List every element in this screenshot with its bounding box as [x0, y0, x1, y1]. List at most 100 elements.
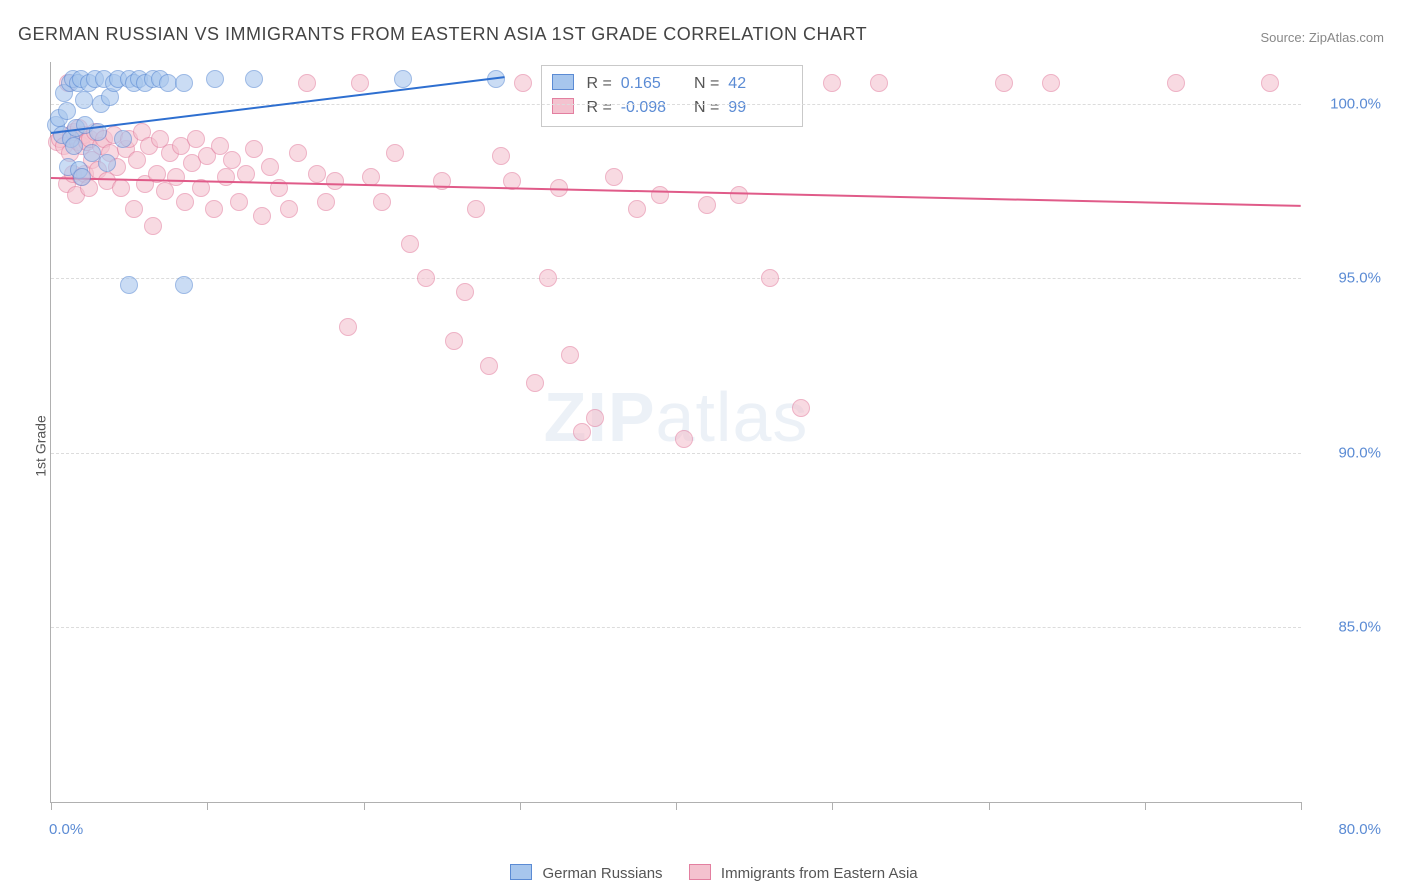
scatter-point-immigrants_eastern_asia [144, 217, 162, 235]
chart-title: GERMAN RUSSIAN VS IMMIGRANTS FROM EASTER… [18, 24, 867, 45]
scatter-point-german_russians [175, 74, 193, 92]
source-link[interactable]: ZipAtlas.com [1309, 30, 1384, 45]
scatter-point-immigrants_eastern_asia [125, 200, 143, 218]
gridline-h [51, 453, 1301, 454]
scatter-point-immigrants_eastern_asia [289, 144, 307, 162]
scatter-point-immigrants_eastern_asia [326, 172, 344, 190]
scatter-point-german_russians [98, 154, 116, 172]
xtick [520, 802, 521, 810]
scatter-point-immigrants_eastern_asia [467, 200, 485, 218]
scatter-point-immigrants_eastern_asia [128, 151, 146, 169]
scatter-point-immigrants_eastern_asia [761, 269, 779, 287]
scatter-point-immigrants_eastern_asia [1167, 74, 1185, 92]
scatter-point-immigrants_eastern_asia [187, 130, 205, 148]
legend-bottom-label-0: German Russians [543, 865, 663, 882]
scatter-point-german_russians [58, 102, 76, 120]
legend-bottom: German Russians Immigrants from Eastern … [0, 864, 1406, 882]
scatter-point-immigrants_eastern_asia [456, 283, 474, 301]
scatter-point-immigrants_eastern_asia [1261, 74, 1279, 92]
xtick [989, 802, 990, 810]
scatter-point-immigrants_eastern_asia [730, 186, 748, 204]
correlation-legend: R = 0.165 N = 42 R = -0.098 N = 99 [541, 65, 803, 127]
ytick-label: 90.0% [1311, 444, 1381, 461]
plot-area: ZIPatlas R = 0.165 N = 42 R = -0.098 N =… [50, 62, 1301, 803]
ytick-label: 85.0% [1311, 619, 1381, 636]
legend-swatch-0 [552, 74, 574, 90]
scatter-point-immigrants_eastern_asia [561, 346, 579, 364]
scatter-point-immigrants_eastern_asia [514, 74, 532, 92]
scatter-point-immigrants_eastern_asia [245, 140, 263, 158]
scatter-point-immigrants_eastern_asia [176, 193, 194, 211]
scatter-point-german_russians [75, 91, 93, 109]
xtick [832, 802, 833, 810]
legend-R-label: R = [586, 75, 616, 92]
scatter-point-immigrants_eastern_asia [628, 200, 646, 218]
scatter-point-immigrants_eastern_asia [401, 235, 419, 253]
scatter-point-german_russians [73, 168, 91, 186]
scatter-point-german_russians [65, 137, 83, 155]
gridline-h [51, 627, 1301, 628]
xtick [676, 802, 677, 810]
scatter-point-immigrants_eastern_asia [1042, 74, 1060, 92]
xtick [364, 802, 365, 810]
scatter-point-immigrants_eastern_asia [417, 269, 435, 287]
legend-R-label: R = [586, 99, 616, 116]
scatter-point-immigrants_eastern_asia [230, 193, 248, 211]
scatter-point-immigrants_eastern_asia [298, 74, 316, 92]
scatter-point-immigrants_eastern_asia [280, 200, 298, 218]
legend-N-0: 42 [728, 72, 788, 96]
scatter-point-immigrants_eastern_asia [205, 200, 223, 218]
watermark: ZIPatlas [544, 377, 809, 457]
scatter-point-immigrants_eastern_asia [586, 409, 604, 427]
scatter-point-immigrants_eastern_asia [261, 158, 279, 176]
scatter-point-immigrants_eastern_asia [675, 430, 693, 448]
legend-bottom-label-1: Immigrants from Eastern Asia [721, 865, 918, 882]
ytick-label: 100.0% [1311, 95, 1381, 112]
scatter-point-german_russians [394, 70, 412, 88]
scatter-point-immigrants_eastern_asia [605, 168, 623, 186]
ytick-label: 95.0% [1311, 270, 1381, 287]
xlabel-start: 0.0% [49, 821, 83, 838]
scatter-point-immigrants_eastern_asia [995, 74, 1013, 92]
scatter-point-immigrants_eastern_asia [317, 193, 335, 211]
scatter-point-immigrants_eastern_asia [480, 357, 498, 375]
scatter-point-immigrants_eastern_asia [167, 168, 185, 186]
legend-N-label: N = [694, 75, 724, 92]
scatter-point-immigrants_eastern_asia [573, 423, 591, 441]
scatter-point-immigrants_eastern_asia [539, 269, 557, 287]
legend-R-0: 0.165 [621, 72, 681, 96]
legend-row-series-0: R = 0.165 N = 42 [552, 72, 788, 96]
scatter-point-immigrants_eastern_asia [386, 144, 404, 162]
scatter-point-immigrants_eastern_asia [698, 196, 716, 214]
gridline-h [51, 278, 1301, 279]
scatter-point-immigrants_eastern_asia [823, 74, 841, 92]
scatter-point-immigrants_eastern_asia [373, 193, 391, 211]
scatter-point-german_russians [245, 70, 263, 88]
scatter-point-immigrants_eastern_asia [526, 374, 544, 392]
scatter-point-german_russians [175, 276, 193, 294]
source-prefix: Source: [1260, 30, 1308, 45]
legend-N-label: N = [694, 99, 724, 116]
scatter-point-immigrants_eastern_asia [237, 165, 255, 183]
scatter-point-german_russians [114, 130, 132, 148]
scatter-point-immigrants_eastern_asia [492, 147, 510, 165]
scatter-point-immigrants_eastern_asia [651, 186, 669, 204]
scatter-point-immigrants_eastern_asia [112, 179, 130, 197]
scatter-point-german_russians [206, 70, 224, 88]
legend-swatch-1 [552, 98, 574, 114]
gridline-h [51, 104, 1301, 105]
legend-bottom-swatch-0 [510, 864, 532, 880]
scatter-point-immigrants_eastern_asia [870, 74, 888, 92]
scatter-point-immigrants_eastern_asia [223, 151, 241, 169]
scatter-point-immigrants_eastern_asia [351, 74, 369, 92]
legend-row-series-1: R = -0.098 N = 99 [552, 96, 788, 120]
xtick [1145, 802, 1146, 810]
xtick [51, 802, 52, 810]
xtick [207, 802, 208, 810]
legend-R-1: -0.098 [621, 96, 681, 120]
y-axis-label: 1st Grade [33, 415, 49, 476]
legend-N-1: 99 [728, 96, 788, 120]
scatter-point-immigrants_eastern_asia [217, 168, 235, 186]
scatter-point-immigrants_eastern_asia [339, 318, 357, 336]
xtick [1301, 802, 1302, 810]
